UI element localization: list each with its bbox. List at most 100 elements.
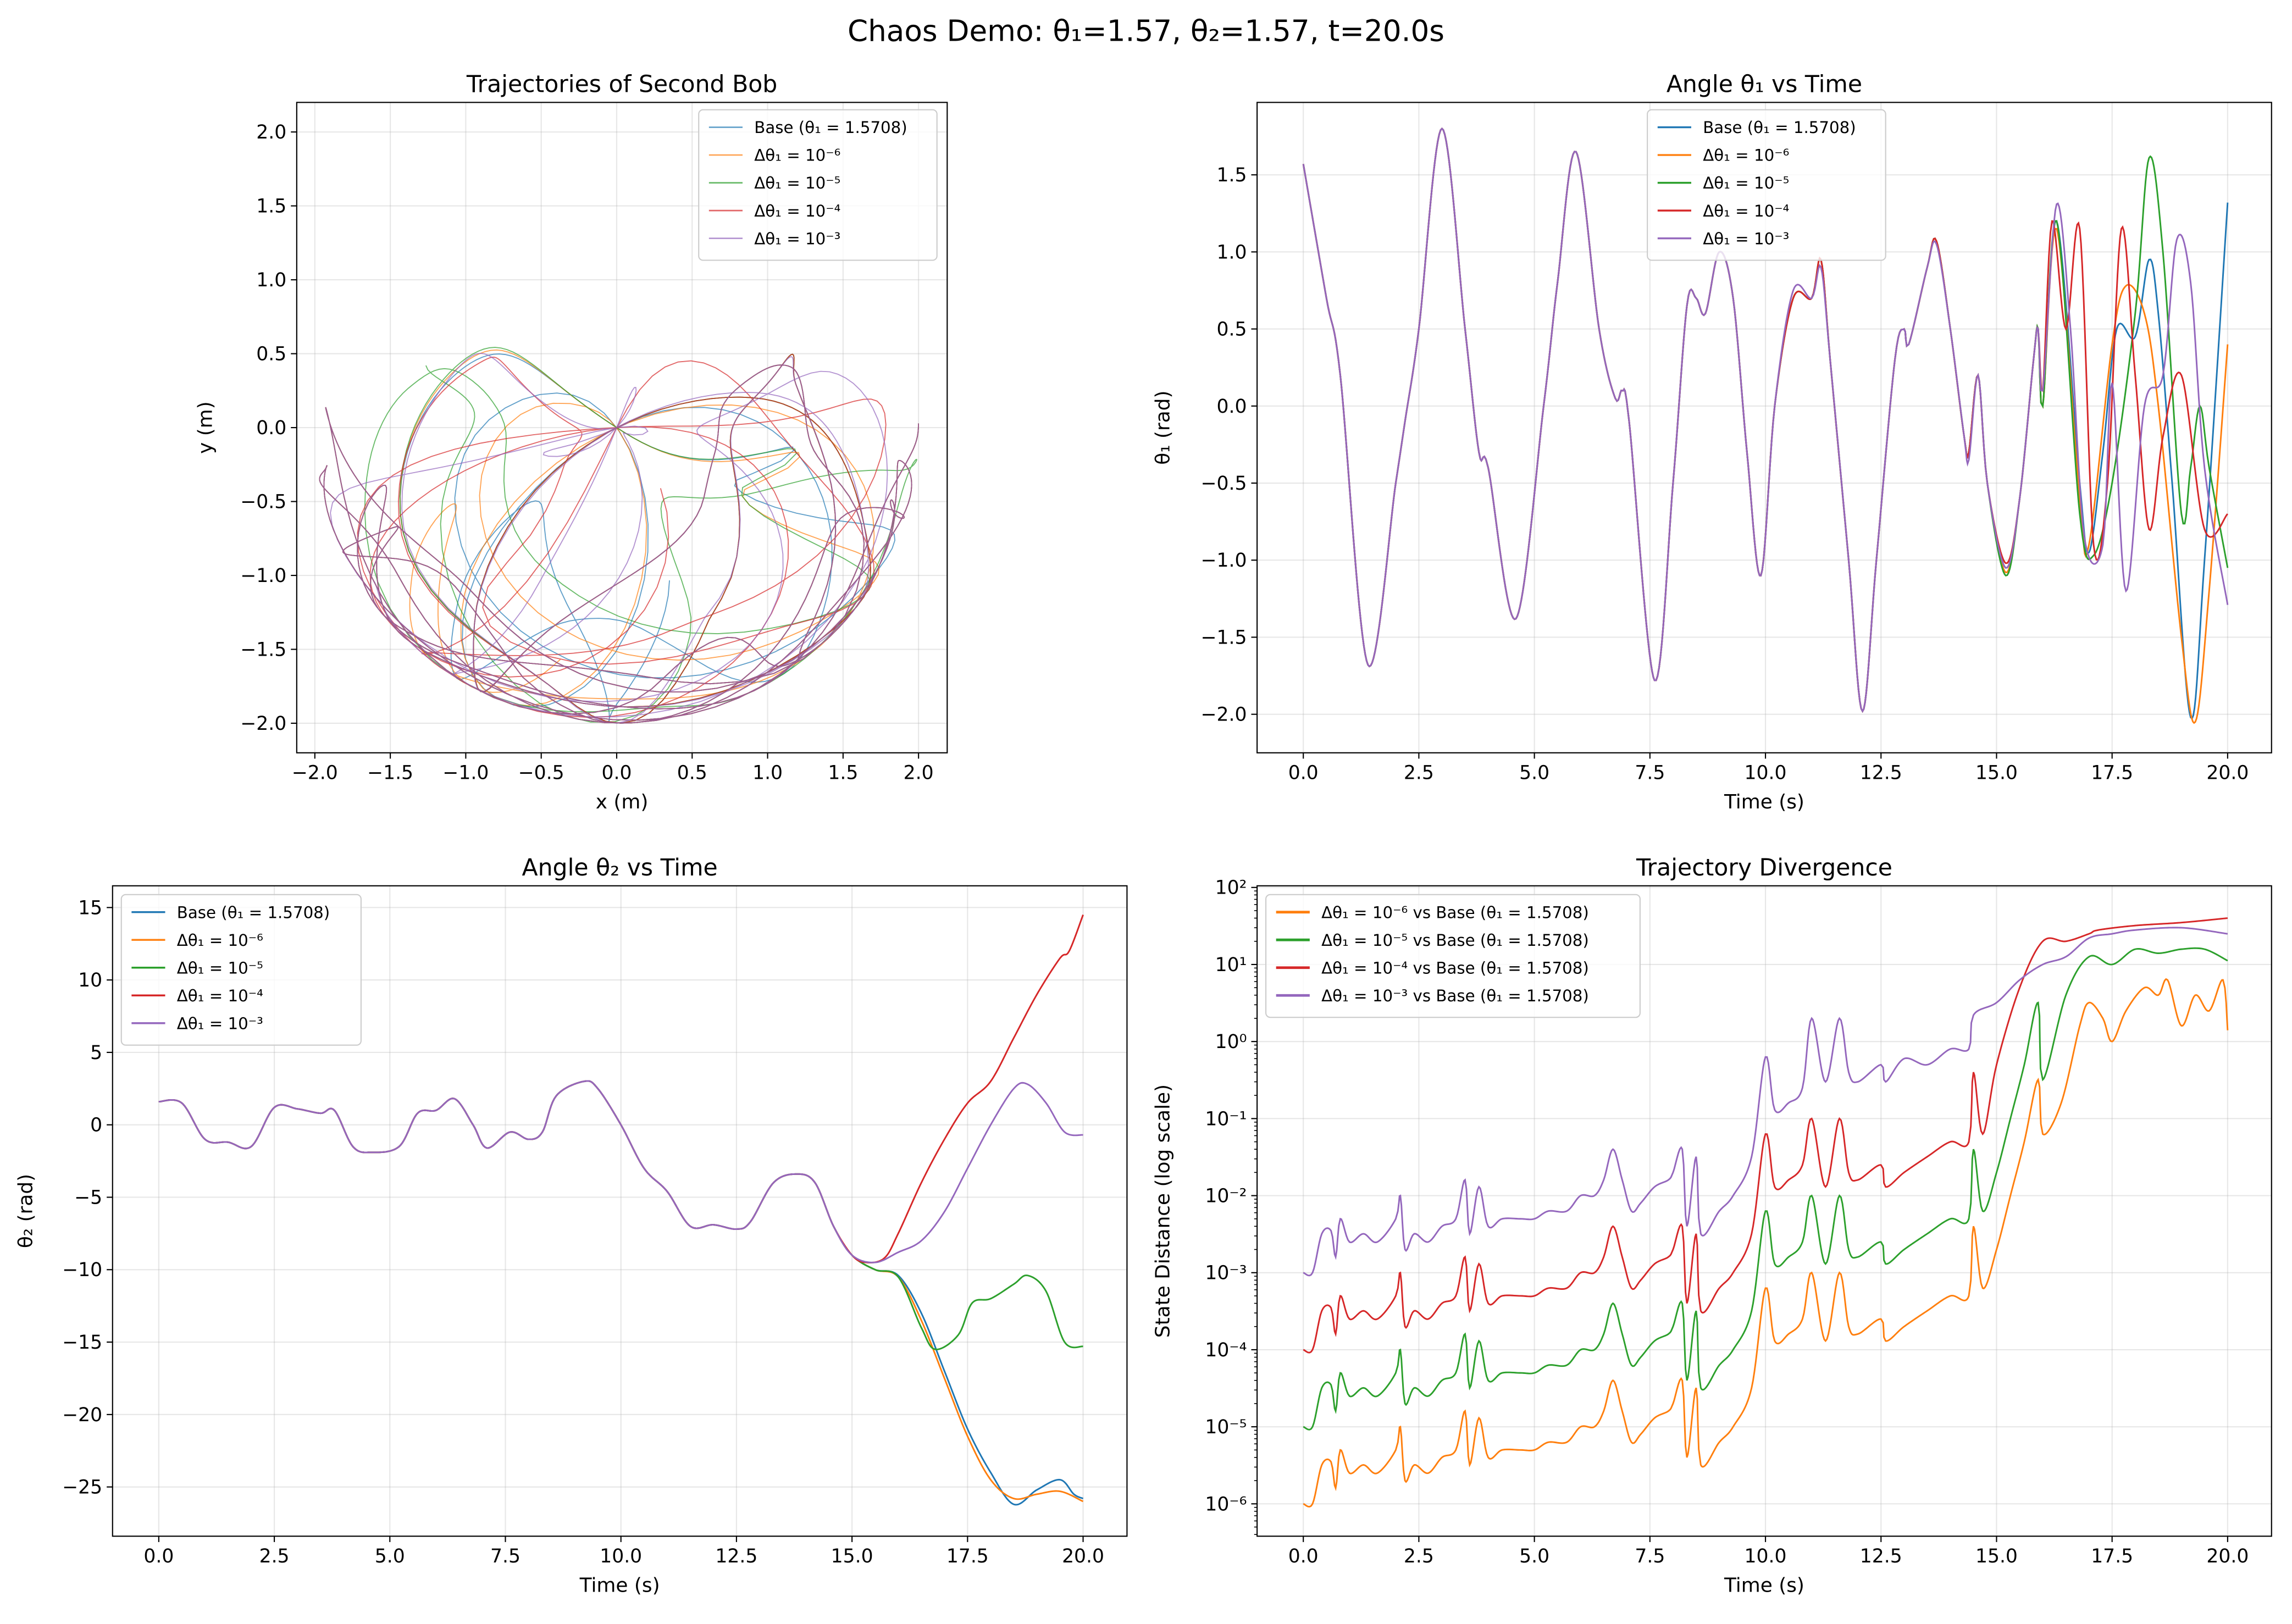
x-tick-label: 15.0 xyxy=(1975,762,2018,784)
y-tick-label: −1.5 xyxy=(240,639,286,661)
series-line-4 xyxy=(158,1080,1083,1263)
legend-label: Base (θ₁ = 1.5708) xyxy=(177,903,330,922)
y-tick-label: 1.5 xyxy=(256,196,286,218)
x-tick-label: 15.0 xyxy=(1975,1545,2018,1567)
series-line-2 xyxy=(1303,917,2228,1354)
axes-trajectories: −2.0 −1.5 −1.0 −0.5 0.0 0.5 1.0 1.5 2.0 −2.0 −1.5 −… xyxy=(195,71,948,813)
x-axis-label: Time (s) xyxy=(579,1574,660,1597)
axes-frame xyxy=(1256,102,2272,753)
x-tick-label: 7.5 xyxy=(1635,1545,1665,1567)
axes-frame xyxy=(112,885,1128,1537)
x-tick-label: −1.5 xyxy=(367,762,413,784)
y-tick-label: −0.5 xyxy=(240,491,286,513)
y-tick-label: −15 xyxy=(62,1332,102,1354)
legend-label: Δθ₁ = 10⁻⁵ vs Base (θ₁ = 1.5708) xyxy=(1321,931,1589,950)
x-tick-label: 0.0 xyxy=(601,762,632,784)
x-tick-label: 0.0 xyxy=(1288,1545,1319,1567)
x-tick-label: 15.0 xyxy=(831,1545,873,1567)
x-tick-label: 20.0 xyxy=(2206,1545,2249,1567)
legend-label: Δθ₁ = 10⁻⁴ xyxy=(754,202,840,220)
x-tick-label: 2.5 xyxy=(259,1545,290,1567)
y-tick-label: −25 xyxy=(62,1477,102,1499)
legend-label: Δθ₁ = 10⁻³ vs Base (θ₁ = 1.5708) xyxy=(1321,986,1589,1005)
x-axis-label: x (m) xyxy=(596,791,649,813)
plot-area xyxy=(158,914,1084,1506)
legend-label: Δθ₁ = 10⁻⁶ vs Base (θ₁ = 1.5708) xyxy=(1321,903,1589,922)
y-tick-label: −2.0 xyxy=(1201,704,1247,726)
legend-label: Δθ₁ = 10⁻⁴ xyxy=(177,986,263,1005)
plot-area xyxy=(319,347,919,724)
x-tick-label: 5.0 xyxy=(1519,1545,1549,1567)
x-tick-label: 10.0 xyxy=(1745,1545,1787,1567)
series-line-1 xyxy=(1303,947,2228,1431)
x-tick-label: −2.0 xyxy=(292,762,338,784)
x-tick-label: 5.0 xyxy=(375,1545,405,1567)
x-tick-label: 7.5 xyxy=(490,1545,521,1567)
legend-box xyxy=(1647,109,1886,261)
legend-box xyxy=(120,894,362,1046)
y-tick-label: 10 xyxy=(78,969,102,991)
legend: Base (θ₁ = 1.5708) Δθ₁ = 10⁻⁶ Δθ₁ = 10⁻⁵ Δθ… xyxy=(1647,109,1886,261)
y-tick-label: 5 xyxy=(90,1042,102,1064)
legend-label: Base (θ₁ = 1.5708) xyxy=(754,118,907,137)
plot-area xyxy=(1302,127,2229,724)
y-tick-label: 10² xyxy=(1215,877,1247,899)
legend-label: Δθ₁ = 10⁻⁶ xyxy=(754,146,840,165)
x-tick-label: 7.5 xyxy=(1635,762,1665,784)
y-tick-label: 1.0 xyxy=(256,269,286,291)
y-tick-label: −1.0 xyxy=(1201,550,1247,572)
y-tick-label: 10⁰ xyxy=(1215,1031,1247,1053)
legend-label: Δθ₁ = 10⁻³ xyxy=(754,229,840,248)
y-tick-label: 0.0 xyxy=(256,417,286,439)
y-tick-label: −5 xyxy=(74,1187,102,1209)
y-tick-label: 10¹ xyxy=(1215,954,1247,976)
x-tick-label: 10.0 xyxy=(600,1545,642,1567)
x-tick-label: 2.0 xyxy=(904,762,934,784)
x-tick-label: 1.0 xyxy=(752,762,783,784)
y-tick-label: −1.5 xyxy=(1201,627,1247,649)
x-tick-label: 17.5 xyxy=(946,1545,989,1567)
y-tick-label: 10⁻⁴ xyxy=(1205,1339,1247,1361)
legend-label: Δθ₁ = 10⁻⁴ xyxy=(1703,202,1789,220)
y-tick-label: −1.0 xyxy=(240,565,286,587)
x-axis-label: Time (s) xyxy=(1724,1574,1804,1597)
y-tick-label: 0.0 xyxy=(1217,396,1247,418)
y-tick-label: 10⁻⁵ xyxy=(1205,1416,1247,1438)
axes-frame xyxy=(296,102,948,753)
axes-title: Trajectories of Second Bob xyxy=(466,71,777,98)
y-tick-label: −10 xyxy=(62,1259,102,1281)
y-tick-label: 15 xyxy=(78,897,102,919)
y-tick-label: 10⁻⁶ xyxy=(1205,1493,1247,1515)
legend: Base (θ₁ = 1.5708) Δθ₁ = 10⁻⁶ Δθ₁ = 10⁻⁵ Δθ… xyxy=(120,894,362,1046)
x-tick-label: 12.5 xyxy=(1860,1545,1902,1567)
plot-area xyxy=(1303,917,2229,1507)
axes-frame xyxy=(1256,885,2272,1537)
y-tick-label: 10⁻³ xyxy=(1205,1262,1247,1284)
x-tick-label: 1.5 xyxy=(828,762,858,784)
y-tick-label: 1.0 xyxy=(1217,241,1247,263)
axes-title: Trajectory Divergence xyxy=(1636,855,1892,882)
legend-box xyxy=(698,109,938,261)
series-line-0 xyxy=(1303,978,2229,1507)
y-tick-label: 0 xyxy=(90,1115,102,1137)
y-tick-label: −2.0 xyxy=(240,713,286,735)
x-tick-label: 0.0 xyxy=(1288,762,1319,784)
legend-box xyxy=(1265,894,1641,1018)
legend: Base (θ₁ = 1.5708) Δθ₁ = 10⁻⁶ Δθ₁ = 10⁻⁵ Δθ… xyxy=(698,109,938,261)
x-tick-label: 10.0 xyxy=(1745,762,1787,784)
x-tick-label: 5.0 xyxy=(1519,762,1549,784)
x-tick-label: −1.0 xyxy=(442,762,489,784)
axes-title: Angle θ₁ vs Time xyxy=(1667,71,1862,98)
y-axis-label: y (m) xyxy=(195,401,217,454)
x-tick-label: −0.5 xyxy=(518,762,564,784)
y-axis-label: State Distance (log scale) xyxy=(1152,1084,1175,1338)
x-tick-label: 2.5 xyxy=(1404,1545,1434,1567)
y-tick-label: 0.5 xyxy=(256,343,286,365)
y-tick-label: 0.5 xyxy=(1217,319,1247,341)
y-tick-label: −20 xyxy=(62,1404,102,1426)
x-tick-label: 17.5 xyxy=(2091,1545,2133,1567)
figure-suptitle: Chaos Demo: θ₁=1.57, θ₂=1.57, t=20.0s xyxy=(848,14,1444,48)
x-tick-label: 12.5 xyxy=(715,1545,757,1567)
